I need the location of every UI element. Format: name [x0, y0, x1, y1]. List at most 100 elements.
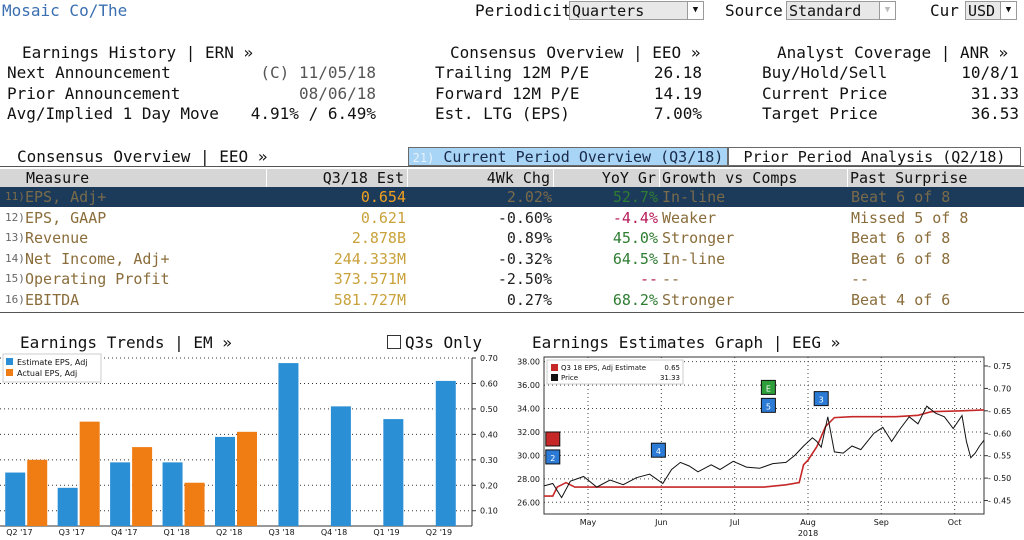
event-marker-label: E — [766, 384, 771, 393]
consensus-value: 14.19 — [653, 84, 702, 103]
estimate-bar — [278, 363, 299, 526]
event-marker-box — [760, 397, 776, 413]
earnings-trends-title[interactable]: Earnings Trends | EM » — [20, 333, 232, 352]
tab-current-period[interactable]: 21) Current Period Overview (Q3/18) — [408, 147, 728, 166]
left-tick-label: 38.00 — [517, 358, 540, 367]
earnings-history-title[interactable]: Earnings History | ERN » — [22, 43, 254, 62]
currency-value: USD — [968, 2, 996, 20]
table-row[interactable]: 15) Operating Profit 373.571M -2.50% -- -- -- — [0, 269, 1024, 289]
tab-prior-label: Prior Period Analysis (Q2/18) — [743, 148, 1006, 166]
row-number: 16) — [5, 292, 25, 306]
estimate-bar — [330, 406, 351, 526]
estimate-bar — [215, 436, 235, 526]
consensus-overview-title[interactable]: Consensus Overview | EEO » — [450, 43, 701, 62]
analyst-value: 36.53 — [970, 104, 1019, 123]
table-row[interactable]: 12) EPS, GAAP 0.621 -0.60% -4.4% Weaker Missed… — [0, 208, 1024, 228]
table-row[interactable]: 14) Net Income, Adj+ 244.333M -0.32% 64.5% In… — [0, 249, 1024, 269]
y-tick-label: 0.20 — [480, 481, 498, 490]
analyst-coverage-title[interactable]: Analyst Coverage | ANR » — [777, 43, 1009, 62]
event-marker: 2 — [545, 449, 561, 465]
yoy-growth-cell: 64.5% — [612, 249, 658, 268]
x-tick-label: Q4 '17 — [111, 528, 137, 537]
consensus-value: 7.00% — [653, 104, 702, 123]
source-label: Source — [725, 1, 783, 20]
estimate-cell: 244.333M — [333, 249, 406, 268]
column-header-label: YoY Gr — [601, 169, 656, 187]
estimate-bar — [5, 472, 26, 526]
measure-cell: Revenue — [25, 229, 89, 247]
column-header-past-surprise[interactable]: Past Surprise — [848, 169, 1024, 187]
currency-label: Cur — [930, 1, 959, 20]
right-tick-label: - 0.75 — [988, 362, 1011, 371]
column-header-est[interactable]: Q3/18 Est — [267, 169, 408, 187]
x-tick-label: Jul — [729, 518, 740, 527]
x-tick-label: Q3 '18 — [268, 528, 294, 537]
growth-vs-comps-cell: -- — [662, 270, 681, 288]
table-row[interactable]: 11) EPS, Adj+ 0.654 2.02% 52.7% In-line Beat 6… — [0, 187, 1024, 207]
table-row[interactable]: 16) EBITDA 581.727M 0.27% 68.2% Stronger Beat … — [0, 290, 1024, 310]
chart-legend: Estimate EPS, Adj Actual EPS, Adj — [2, 353, 102, 383]
x-year-label: 2018 — [798, 529, 818, 538]
plot-frame — [543, 356, 985, 515]
source-value: Standard — [789, 2, 862, 20]
earnings-history-label: Prior Announcement — [7, 84, 181, 103]
analyst-label: Current Price — [762, 84, 888, 103]
column-header-yoy-gr[interactable]: YoY Gr — [554, 169, 660, 187]
earnings-history-value: (C) 11/05/18 — [260, 63, 376, 82]
past-surprise-cell: -- — [851, 270, 870, 288]
dropdown-arrow-icon[interactable]: ▼ — [879, 2, 895, 19]
four-week-change-cell: 2.02% — [506, 188, 552, 206]
row-number: 14) — [5, 251, 25, 265]
x-tick-label: Q1 '18 — [164, 528, 190, 537]
right-tick-label: - 0.45 — [988, 497, 1011, 506]
consensus-value: 26.18 — [653, 63, 702, 82]
table-row[interactable]: 13) Revenue 2.878B 0.89% 45.0% Stronger Beat 6… — [0, 228, 1024, 248]
tab-number: 21) — [412, 151, 435, 165]
divider — [0, 312, 1024, 313]
row-number: 15) — [5, 272, 25, 285]
earnings-history-label: Avg/Implied 1 Day Move — [7, 104, 219, 123]
security-title[interactable]: Mosaic Co/The — [2, 1, 128, 20]
estimate-cell: 0.621 — [360, 208, 406, 227]
event-marker-label: 2 — [550, 454, 555, 463]
actual-bar — [132, 447, 153, 526]
column-header-growth-vs-comps[interactable]: Growth vs Comps — [660, 169, 848, 187]
tab-prior-period[interactable]: Prior Period Analysis (Q2/18) — [728, 147, 1021, 166]
x-tick-label: May — [580, 518, 597, 527]
row-number: 11) — [5, 190, 25, 203]
legend-swatch — [6, 358, 13, 365]
legend-box — [546, 359, 684, 385]
dropdown-arrow-icon[interactable]: ▼ — [687, 2, 703, 19]
measure-cell: Operating Profit — [25, 270, 170, 288]
q3s-only-checkbox[interactable]: Q3s Only — [387, 333, 482, 352]
checkbox-icon[interactable] — [387, 335, 401, 349]
column-header-measure[interactable]: Measure — [0, 169, 267, 187]
estimates-graph-title[interactable]: Earnings Estimates Graph | EEG » — [532, 333, 841, 352]
q3s-only-label: Q3s Only — [405, 333, 483, 352]
legend-value: 0.65 — [664, 364, 680, 372]
periodicity-select[interactable]: Quarters ▼ — [569, 1, 704, 20]
analyst-value: 10/8/1 — [961, 63, 1019, 82]
yoy-growth-cell: 52.7% — [612, 188, 658, 206]
dropdown-arrow-icon[interactable]: ▼ — [1000, 2, 1016, 19]
yoy-growth-cell: -4.4% — [612, 208, 658, 227]
earnings-history-label: Next Announcement — [7, 63, 171, 82]
column-header-label: Q3/18 Est — [322, 169, 404, 187]
consensus-table-title[interactable]: Consensus Overview | EEO » — [17, 147, 268, 166]
measure-cell: EBITDA — [25, 290, 80, 309]
y-tick-label: 0.60 — [480, 379, 498, 388]
currency-select[interactable]: USD ▼ — [965, 1, 1017, 20]
left-tick-label: 34.00 — [517, 405, 540, 414]
event-marker: 3 — [813, 391, 829, 407]
event-marker-label: 3 — [819, 396, 824, 405]
right-tick-label: - 0.60 — [988, 429, 1011, 438]
estimate-cell: 581.727M — [333, 290, 406, 309]
source-select[interactable]: Standard ▼ — [786, 1, 896, 20]
actual-bar — [79, 421, 100, 526]
column-header-label: 4Wk Chg — [486, 169, 550, 187]
legend-label: Actual EPS, Adj — [17, 369, 77, 378]
legend-swatch — [6, 369, 13, 376]
earnings-trends-chart: 0.10 0.20 0.30 0.40 0.50 0.60 0.70 Q2 '17 Q3 '17… — [0, 353, 498, 537]
column-header-4wk-chg[interactable]: 4Wk Chg — [408, 169, 554, 187]
four-week-change-cell: -0.60% — [497, 208, 552, 227]
